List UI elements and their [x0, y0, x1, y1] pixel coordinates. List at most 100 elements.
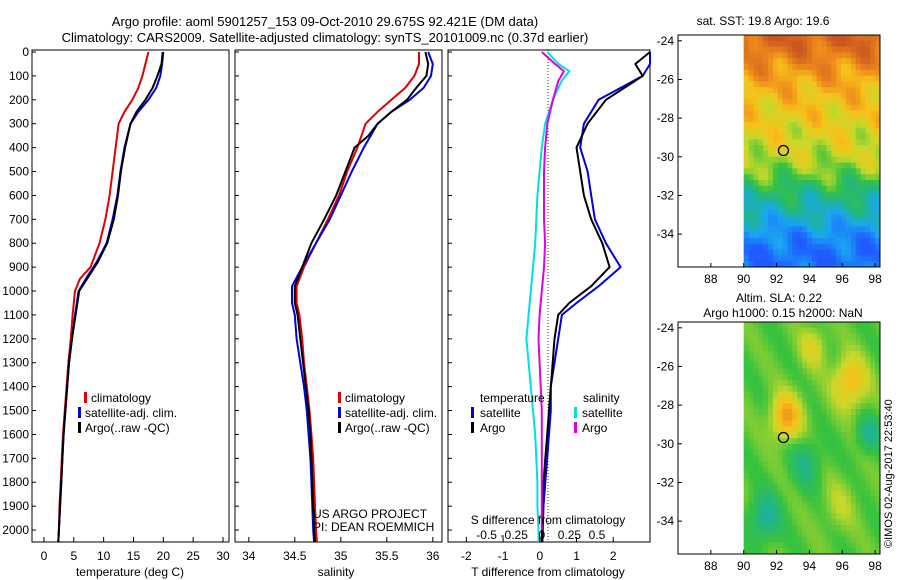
sst-cell: [865, 180, 871, 187]
sst-cell: [797, 243, 803, 251]
diff-legend-s-argo-swatch: [574, 422, 577, 433]
sst-cell: [826, 81, 832, 88]
sst-cell: [777, 46, 784, 53]
sst-cell: [748, 238, 754, 245]
sst-cell: [831, 133, 837, 140]
sla-cell: [826, 525, 832, 532]
sla-cell: [782, 519, 789, 526]
sst-cell: [753, 81, 759, 88]
sst-cell: [826, 145, 832, 152]
sla-cell: [787, 449, 793, 456]
sla-cell: [753, 449, 759, 456]
sla-cell: [870, 542, 876, 549]
sla-cell: [836, 351, 842, 358]
lon-tick-label: 88: [704, 559, 718, 573]
sst-cell: [806, 46, 813, 53]
sla-cell: [816, 409, 823, 416]
sla-cell: [850, 467, 857, 474]
sla-cell: [855, 385, 862, 393]
sla-cell: [841, 461, 847, 468]
sst-cell: [777, 81, 784, 88]
sla-cell: [772, 403, 779, 410]
sst-cell: [748, 180, 754, 187]
sla-cell: [841, 467, 847, 474]
sst-cell: [826, 104, 832, 111]
sla-cell: [816, 484, 823, 491]
sla-cell: [850, 403, 857, 410]
sst-cell: [753, 168, 759, 175]
sst-cell: [802, 214, 808, 222]
sst-cell: [753, 139, 759, 146]
s-diff-tick-label: 0.5: [589, 528, 606, 542]
sst-cell: [855, 220, 862, 227]
sla-cell: [753, 391, 759, 398]
sst-cell: [855, 69, 862, 77]
sst-cell: [816, 238, 823, 245]
sst-cell: [782, 81, 789, 88]
sla-cell: [792, 490, 798, 497]
sst-cell: [743, 232, 750, 239]
sla-cell: [782, 409, 789, 416]
sst-cell: [768, 191, 774, 198]
sla-cell: [816, 525, 823, 532]
sst-cell: [782, 180, 789, 187]
sst-cell: [860, 104, 866, 111]
sla-cell: [743, 368, 750, 375]
sla-cell: [802, 548, 808, 555]
sla-cell: [806, 530, 813, 538]
sla-cell: [782, 513, 789, 520]
sst-cell: [802, 127, 808, 135]
sla-cell: [831, 478, 837, 485]
sst-cell: [758, 226, 764, 233]
sst-cell: [845, 255, 852, 262]
sst-cell: [865, 191, 871, 198]
sla-cell: [855, 339, 862, 346]
sst-cell: [860, 133, 866, 140]
sla-cell: [875, 467, 881, 474]
sla-cell: [816, 426, 823, 433]
sst-cell: [758, 209, 764, 216]
sst-cell: [777, 116, 784, 123]
sst-cell: [811, 209, 818, 216]
sla-cell: [816, 385, 823, 393]
sst-cell: [792, 87, 798, 94]
sst-cell: [806, 214, 813, 222]
sst-cell: [806, 87, 813, 94]
sst-cell: [753, 40, 759, 48]
sla-cell: [797, 409, 803, 416]
sla-cell: [836, 339, 842, 346]
depth-tick-label: 1400: [2, 380, 29, 394]
sla-cell: [777, 409, 784, 416]
sla-cell: [768, 333, 774, 340]
sla-cell: [811, 455, 818, 462]
sst-cell: [870, 191, 876, 198]
sst-cell: [845, 58, 852, 65]
sst-cell: [826, 127, 832, 135]
lon-tick-label: 96: [836, 559, 850, 573]
sst-cell: [792, 52, 798, 59]
sst-cell: [831, 69, 837, 77]
sla-cell: [743, 507, 750, 514]
sla-cell: [850, 443, 857, 451]
sla-cell: [836, 455, 842, 462]
sla-cell: [831, 368, 837, 375]
sst-cell: [772, 93, 779, 100]
sst-cell: [772, 180, 779, 187]
sst-cell: [787, 180, 793, 187]
sla-cell: [865, 443, 871, 451]
sst-cell: [758, 139, 764, 146]
sst-cell: [797, 185, 803, 193]
legend-argo-swatch: [78, 422, 81, 433]
sla-cell: [860, 530, 866, 538]
sla-cell: [797, 414, 803, 422]
sst-cell: [797, 46, 803, 53]
sla-cell: [806, 414, 813, 422]
sla-cell: [806, 519, 813, 526]
sst-cell: [797, 139, 803, 146]
sla-cell: [855, 327, 862, 335]
sla-cell: [777, 536, 784, 543]
sla-cell: [865, 432, 871, 439]
sst-cell: [787, 209, 793, 216]
sla-cell: [841, 322, 847, 329]
sla-cell: [821, 362, 827, 369]
